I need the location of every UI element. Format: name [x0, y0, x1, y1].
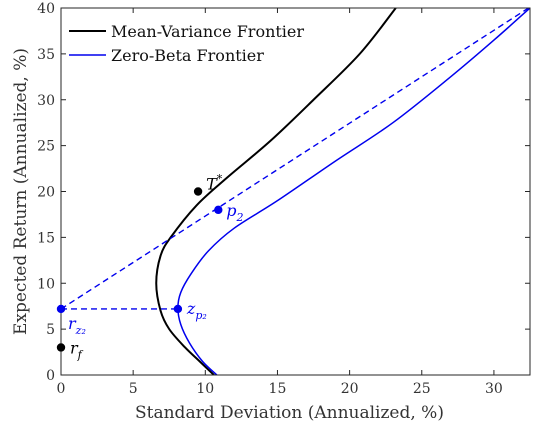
x-tick-label: 0 [57, 381, 66, 397]
legend-label-0: Mean-Variance Frontier [111, 22, 304, 41]
x-tick-label: 15 [269, 381, 287, 397]
series-dashed-line-2 [61, 8, 529, 310]
x-tick-label: 10 [196, 381, 214, 397]
y-tick-label: 30 [37, 93, 55, 109]
point-marker-4 [214, 205, 223, 215]
series-line-mean-variance-frontier [155, 8, 397, 375]
point-marker-0 [56, 343, 66, 352]
point-label-3: T* [206, 173, 223, 194]
point-label-0: rf [70, 338, 84, 361]
x-tick-label: 5 [129, 381, 138, 397]
y-tick-label: 25 [37, 139, 55, 155]
x-axis-title: Standard Deviation (Annualized, %) [135, 403, 444, 423]
point-marker-3 [193, 187, 203, 196]
point-label-4: p2 [226, 201, 243, 224]
legend-label-1: Zero-Beta Frontier [111, 46, 264, 65]
y-tick-label: 15 [37, 230, 55, 246]
series-line-zero-beta-frontier [177, 8, 530, 375]
marked-points [56, 187, 223, 352]
y-tick-label: 20 [37, 185, 55, 201]
x-tick-label: 25 [413, 381, 431, 397]
x-tick-label: 20 [341, 381, 359, 397]
legend: Mean-Variance Frontier Zero-Beta Frontier [69, 22, 304, 65]
point-marker-2 [173, 304, 183, 314]
y-tick-label: 35 [37, 47, 55, 63]
x-tick-label: 30 [485, 381, 503, 397]
y-tick-label: 40 [37, 1, 55, 17]
point-label-2: zp₂ [186, 299, 207, 322]
point-label-1: rz₂ [68, 314, 86, 337]
y-tick-label: 0 [46, 368, 55, 384]
axes: 0 5 10 15 20 25 30 0 5 10 15 20 25 30 35 40 Standard Dev… [11, 1, 531, 423]
plot-area [61, 8, 530, 375]
y-tick-label: 10 [37, 276, 55, 292]
point-marker-1 [56, 304, 66, 314]
y-tick-label: 5 [46, 322, 55, 338]
y-axis-title: Expected Return (Annualized, %) [11, 48, 31, 335]
